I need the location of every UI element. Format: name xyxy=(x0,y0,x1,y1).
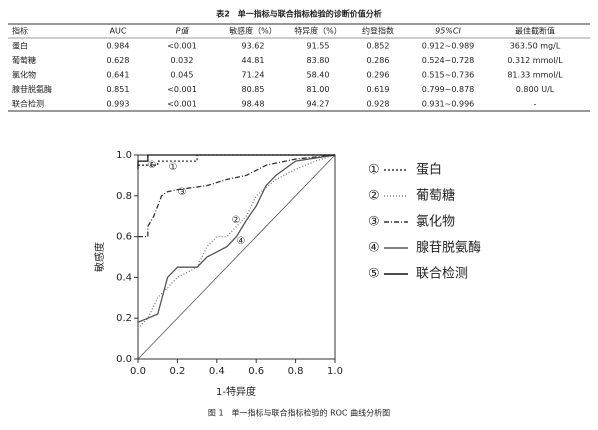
table-header: 最佳截断值 xyxy=(515,26,555,36)
roc-curve xyxy=(137,154,336,323)
curve-label: ⑤ xyxy=(148,160,157,171)
roc-curve xyxy=(137,154,336,329)
reference-line xyxy=(137,154,336,360)
legend-label: 蛋白 xyxy=(416,162,442,178)
y-tick-label: 1.0 xyxy=(116,150,132,161)
x-tick-label: 0.0 xyxy=(130,366,146,377)
table-header: P值 xyxy=(176,27,190,36)
legend-marker: ⑤ xyxy=(368,267,380,282)
table-cell: - xyxy=(534,100,537,109)
table-title: 表2 单一指标与联合指标检验的诊断价值分析 xyxy=(215,9,382,19)
x-tick-label: 0.8 xyxy=(288,366,304,377)
table-cell: 0.619 xyxy=(367,85,390,94)
table-cell: 98.48 xyxy=(242,100,265,109)
table-cell: 80.85 xyxy=(242,85,265,94)
y-tick-label: 0.8 xyxy=(116,191,132,202)
x-tick-label: 0.6 xyxy=(248,366,264,377)
table-cell: <0.001 xyxy=(167,42,197,51)
table-cell: 0.296 xyxy=(367,71,390,80)
table-cell: 71.24 xyxy=(242,71,265,80)
roc-curve xyxy=(138,154,336,238)
table-header: 敏感度（%） xyxy=(229,26,277,36)
table-header: 指标 xyxy=(12,26,28,36)
x-tick-label: 1.0 xyxy=(327,366,343,377)
legend-label: 葡萄糖 xyxy=(416,188,455,204)
table-cell: 0.628 xyxy=(107,56,130,65)
legend-label: 腺苷脱氨酶 xyxy=(416,240,481,256)
table-cell: 0.286 xyxy=(367,56,390,65)
curve-label: ③ xyxy=(178,187,187,198)
table-cell: 93.62 xyxy=(242,42,265,51)
table-cell: 氯化物 xyxy=(12,70,36,80)
curve-label: ④ xyxy=(237,236,246,247)
table-cell: <0.001 xyxy=(167,100,197,109)
table-cell: 0.799~0.878 xyxy=(422,85,475,94)
table-cell: 0.928 xyxy=(367,100,390,109)
table-cell: 94.27 xyxy=(307,100,330,109)
curve-label: ① xyxy=(169,162,178,173)
x-tick-label: 0.4 xyxy=(209,366,225,377)
legend-marker: ③ xyxy=(368,215,380,230)
table-cell: 0.912~0.989 xyxy=(422,42,475,51)
table-cell: <0.001 xyxy=(167,85,197,94)
table-cell: 81.00 xyxy=(307,85,330,94)
table-header: AUC xyxy=(110,27,127,36)
table-cell: 0.993 xyxy=(107,100,130,109)
table-cell: 0.515~0.736 xyxy=(422,71,475,80)
table-cell: 0.800 U/L xyxy=(516,85,555,94)
x-tick-label: 0.2 xyxy=(169,366,185,377)
table-cell: 91.55 xyxy=(307,42,330,51)
y-tick-label: 0.6 xyxy=(116,232,132,243)
y-tick-label: 0.0 xyxy=(116,354,132,365)
legend-marker: ① xyxy=(368,163,380,178)
table-cell: 363.50 mg/L xyxy=(510,42,561,51)
table-cell: 联合检测 xyxy=(12,99,44,109)
y-tick-label: 0.4 xyxy=(116,272,132,283)
table-cell: 0.312 mmol/L xyxy=(507,56,563,65)
y-tick-label: 0.2 xyxy=(116,313,132,324)
table-cell: 腺苷脱氨酶 xyxy=(12,84,52,94)
table-cell: 葡萄糖 xyxy=(12,55,36,65)
legend-label: 联合检测 xyxy=(416,267,468,282)
table-cell: 0.641 xyxy=(107,71,130,80)
curve-label: ② xyxy=(232,215,241,226)
table-cell: 44.81 xyxy=(242,56,265,65)
table-cell: 58.40 xyxy=(307,71,330,80)
table-header: 约登指数 xyxy=(362,26,394,36)
table-header: 95%CI xyxy=(435,27,461,36)
table-cell: 83.80 xyxy=(307,56,330,65)
table-cell: 0.984 xyxy=(107,42,130,51)
table-cell: 0.852 xyxy=(367,42,390,51)
y-axis-label: 敏感度 xyxy=(93,242,106,272)
table-cell: 0.045 xyxy=(171,71,194,80)
table-cell: 0.931~0.996 xyxy=(422,100,475,109)
table-cell: 0.032 xyxy=(171,56,194,65)
table-cell: 0.851 xyxy=(107,85,130,94)
x-axis-label: 1-特异度 xyxy=(216,385,256,398)
table-cell: 0.524~0.728 xyxy=(422,56,475,65)
legend-marker: ④ xyxy=(368,241,380,256)
table-cell: 81.33 mmol/L xyxy=(507,71,563,80)
table-cell: 蛋白 xyxy=(12,41,28,51)
caption: 图 1 单一指标与联合指标检验的 ROC 曲线分析图 xyxy=(208,408,390,418)
legend-marker: ② xyxy=(368,189,380,204)
legend-label: 氯化物 xyxy=(416,215,455,230)
table-header: 特异度（%） xyxy=(294,26,342,36)
roc-curve xyxy=(137,154,335,170)
